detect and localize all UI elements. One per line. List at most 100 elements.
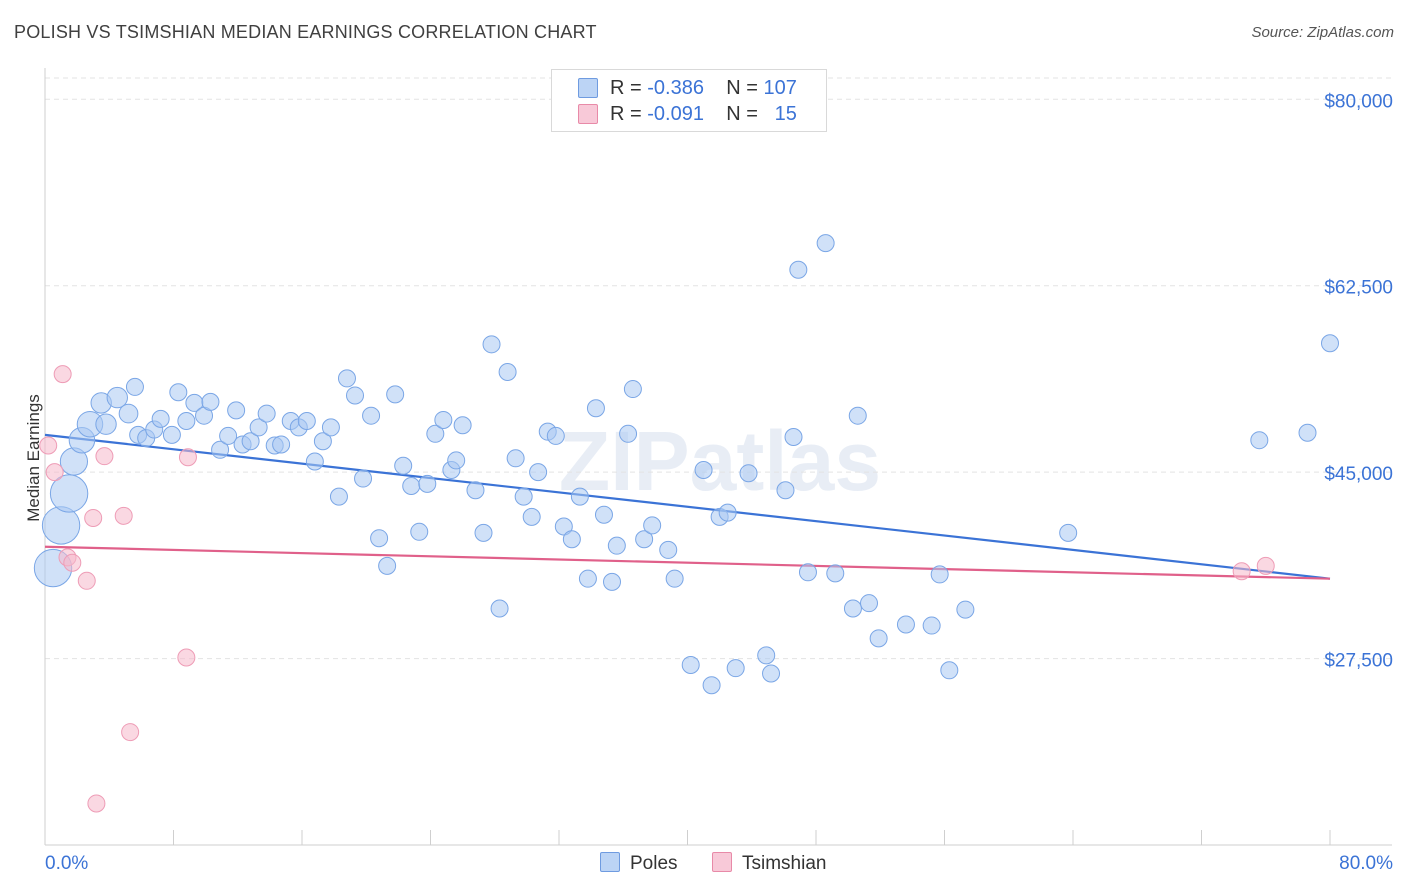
point-poles (378, 556, 397, 575)
watermark: ZIPatlas (559, 414, 881, 508)
point-poles (659, 540, 678, 559)
point-poles (106, 386, 128, 409)
point-poles (570, 487, 589, 506)
point-poles (739, 464, 758, 483)
point-poles (305, 452, 324, 471)
source-credit: Source: ZipAtlas.com (1251, 24, 1394, 41)
data-points (33, 234, 1339, 813)
point-poles (1059, 523, 1078, 542)
point-poles (313, 432, 332, 451)
point-tsimshian (39, 436, 58, 455)
legend-item-tsimshian[interactable]: Tsimshian (712, 852, 826, 875)
legend-row-text: R = -0.386 N = 107 (610, 77, 797, 99)
point-poles (466, 481, 485, 500)
point-poles (529, 463, 548, 482)
y-tick-label: $45,000 (1324, 464, 1393, 485)
point-poles (418, 474, 437, 493)
grid-lines (45, 77, 1392, 660)
point-poles (506, 449, 525, 468)
point-tsimshian (63, 553, 82, 572)
point-poles (562, 530, 581, 549)
point-poles (930, 565, 949, 584)
point-poles (514, 487, 533, 506)
point-poles (848, 406, 867, 425)
point-poles (370, 529, 389, 548)
point-poles (453, 416, 472, 435)
point-poles (177, 412, 196, 431)
point-poles (635, 530, 654, 549)
tsimshian-swatch (578, 104, 598, 124)
point-poles (118, 403, 139, 424)
point-poles (694, 461, 713, 480)
trend-line-tsimshian (44, 545, 1331, 580)
axes (44, 68, 1392, 846)
point-poles (940, 661, 959, 680)
legend-row-text: R = -0.091 N = 15 (610, 103, 797, 125)
point-poles (1321, 334, 1339, 353)
tsimshian-swatch (712, 852, 732, 872)
y-tick-label: $80,000 (1324, 91, 1393, 112)
poles-swatch (578, 78, 598, 98)
point-tsimshian (77, 571, 96, 590)
correlation-legend: R = -0.386 N = 107 R = -0.091 N = 15 (551, 69, 827, 132)
point-poles (241, 432, 260, 451)
point-poles (718, 503, 737, 522)
point-poles (272, 435, 291, 454)
point-poles (623, 380, 642, 399)
point-poles (956, 600, 975, 619)
point-tsimshian (87, 794, 106, 813)
point-poles (321, 418, 340, 437)
point-poles (1298, 423, 1317, 442)
point-poles (257, 404, 276, 423)
point-poles (434, 410, 453, 429)
poles-swatch (600, 852, 620, 872)
y-tick-label: $62,500 (1324, 278, 1393, 299)
legend-item-poles[interactable]: Poles (600, 852, 678, 875)
point-poles (337, 369, 356, 388)
point-poles (169, 383, 188, 402)
point-poles (426, 424, 445, 443)
point-poles (482, 335, 501, 354)
tick-labels: $27,500 $45,000 $62,500 $80,000 0.0% 80.0% (45, 91, 1393, 874)
point-poles (619, 424, 638, 443)
point-poles (843, 599, 862, 618)
point-poles (362, 406, 381, 425)
point-poles (410, 522, 429, 541)
point-poles (227, 401, 246, 420)
point-poles (702, 676, 721, 695)
point-poles (151, 409, 170, 428)
point-tsimshian (95, 447, 114, 466)
point-poles (219, 426, 238, 445)
point-poles (784, 427, 803, 446)
point-poles (95, 413, 117, 435)
trend-line-poles (44, 433, 1331, 580)
point-poles (578, 569, 597, 588)
point-poles (554, 517, 573, 536)
point-poles (346, 386, 365, 405)
point-poles (249, 418, 268, 437)
point-poles (762, 664, 781, 683)
point-poles (896, 615, 915, 634)
point-poles (498, 363, 517, 382)
point-poles (681, 655, 700, 674)
point-poles (922, 616, 941, 635)
point-poles (447, 451, 466, 470)
point-poles (869, 629, 888, 648)
point-poles (297, 412, 316, 431)
point-poles (546, 426, 565, 445)
point-poles (329, 487, 348, 506)
point-tsimshian (45, 463, 64, 482)
point-poles (490, 599, 509, 618)
point-poles (41, 506, 81, 545)
point-tsimshian (53, 365, 72, 384)
point-poles (474, 523, 493, 542)
x-tick-label: 0.0% (45, 853, 88, 874)
point-poles (354, 469, 373, 488)
point-poles (643, 516, 662, 535)
point-poles (125, 377, 144, 396)
point-poles (798, 563, 817, 582)
point-tsimshian (1232, 562, 1251, 581)
point-tsimshian (114, 506, 133, 525)
point-poles (757, 646, 776, 665)
point-poles (201, 392, 220, 411)
